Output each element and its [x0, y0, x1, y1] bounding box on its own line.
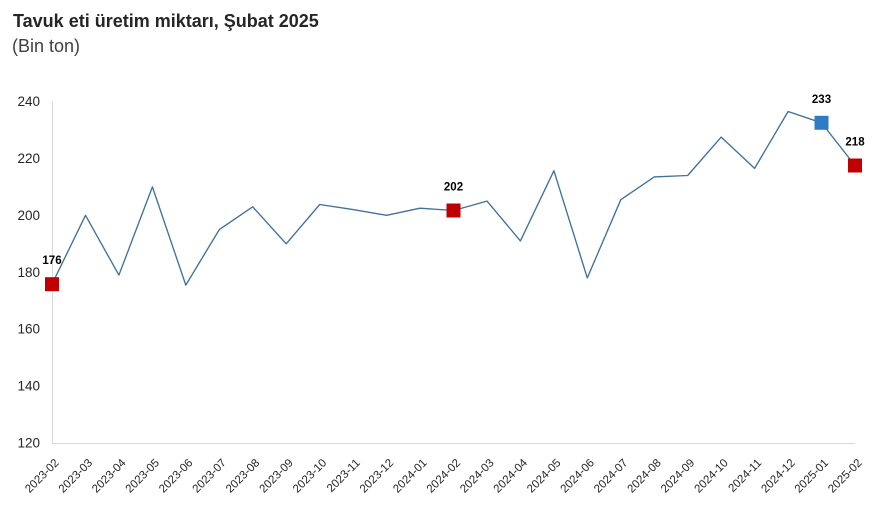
- svg-text:220: 220: [17, 151, 40, 166]
- svg-text:200: 200: [17, 208, 40, 223]
- svg-text:233: 233: [812, 94, 831, 106]
- svg-text:(Bin ton): (Bin ton): [12, 36, 80, 56]
- svg-text:180: 180: [17, 265, 40, 280]
- svg-text:176: 176: [42, 255, 61, 267]
- svg-text:160: 160: [17, 322, 40, 337]
- svg-text:202: 202: [444, 182, 463, 194]
- svg-text:140: 140: [17, 379, 40, 394]
- svg-text:120: 120: [17, 436, 40, 451]
- svg-text:240: 240: [17, 94, 40, 109]
- svg-text:218: 218: [845, 137, 865, 149]
- svg-text:Tavuk eti üretim miktarı, Şuba: Tavuk eti üretim miktarı, Şubat 2025: [13, 11, 319, 31]
